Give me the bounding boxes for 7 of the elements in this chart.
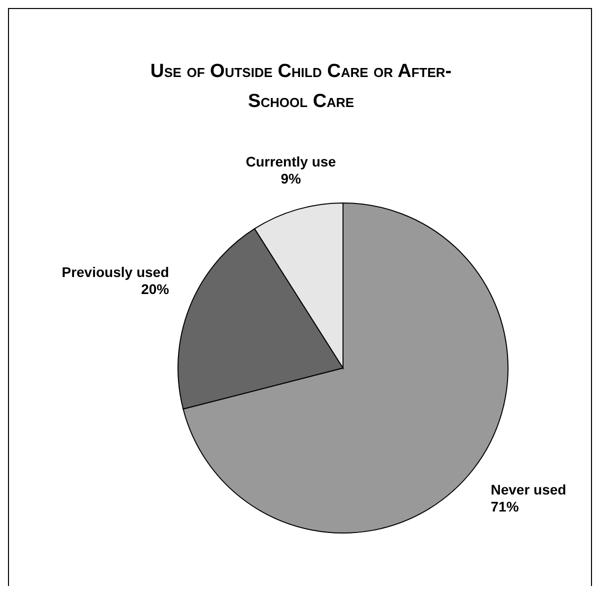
slice-label: Currently use [246, 153, 336, 170]
data-label: 71% [490, 498, 520, 515]
slice-label: Never used [490, 482, 566, 498]
data-label: 20% [141, 281, 170, 298]
slice-label: Previously used [62, 264, 170, 280]
chart-title: Use of Outside Child Care or After-School Care [149, 60, 453, 114]
data-label: 9% [280, 170, 302, 186]
